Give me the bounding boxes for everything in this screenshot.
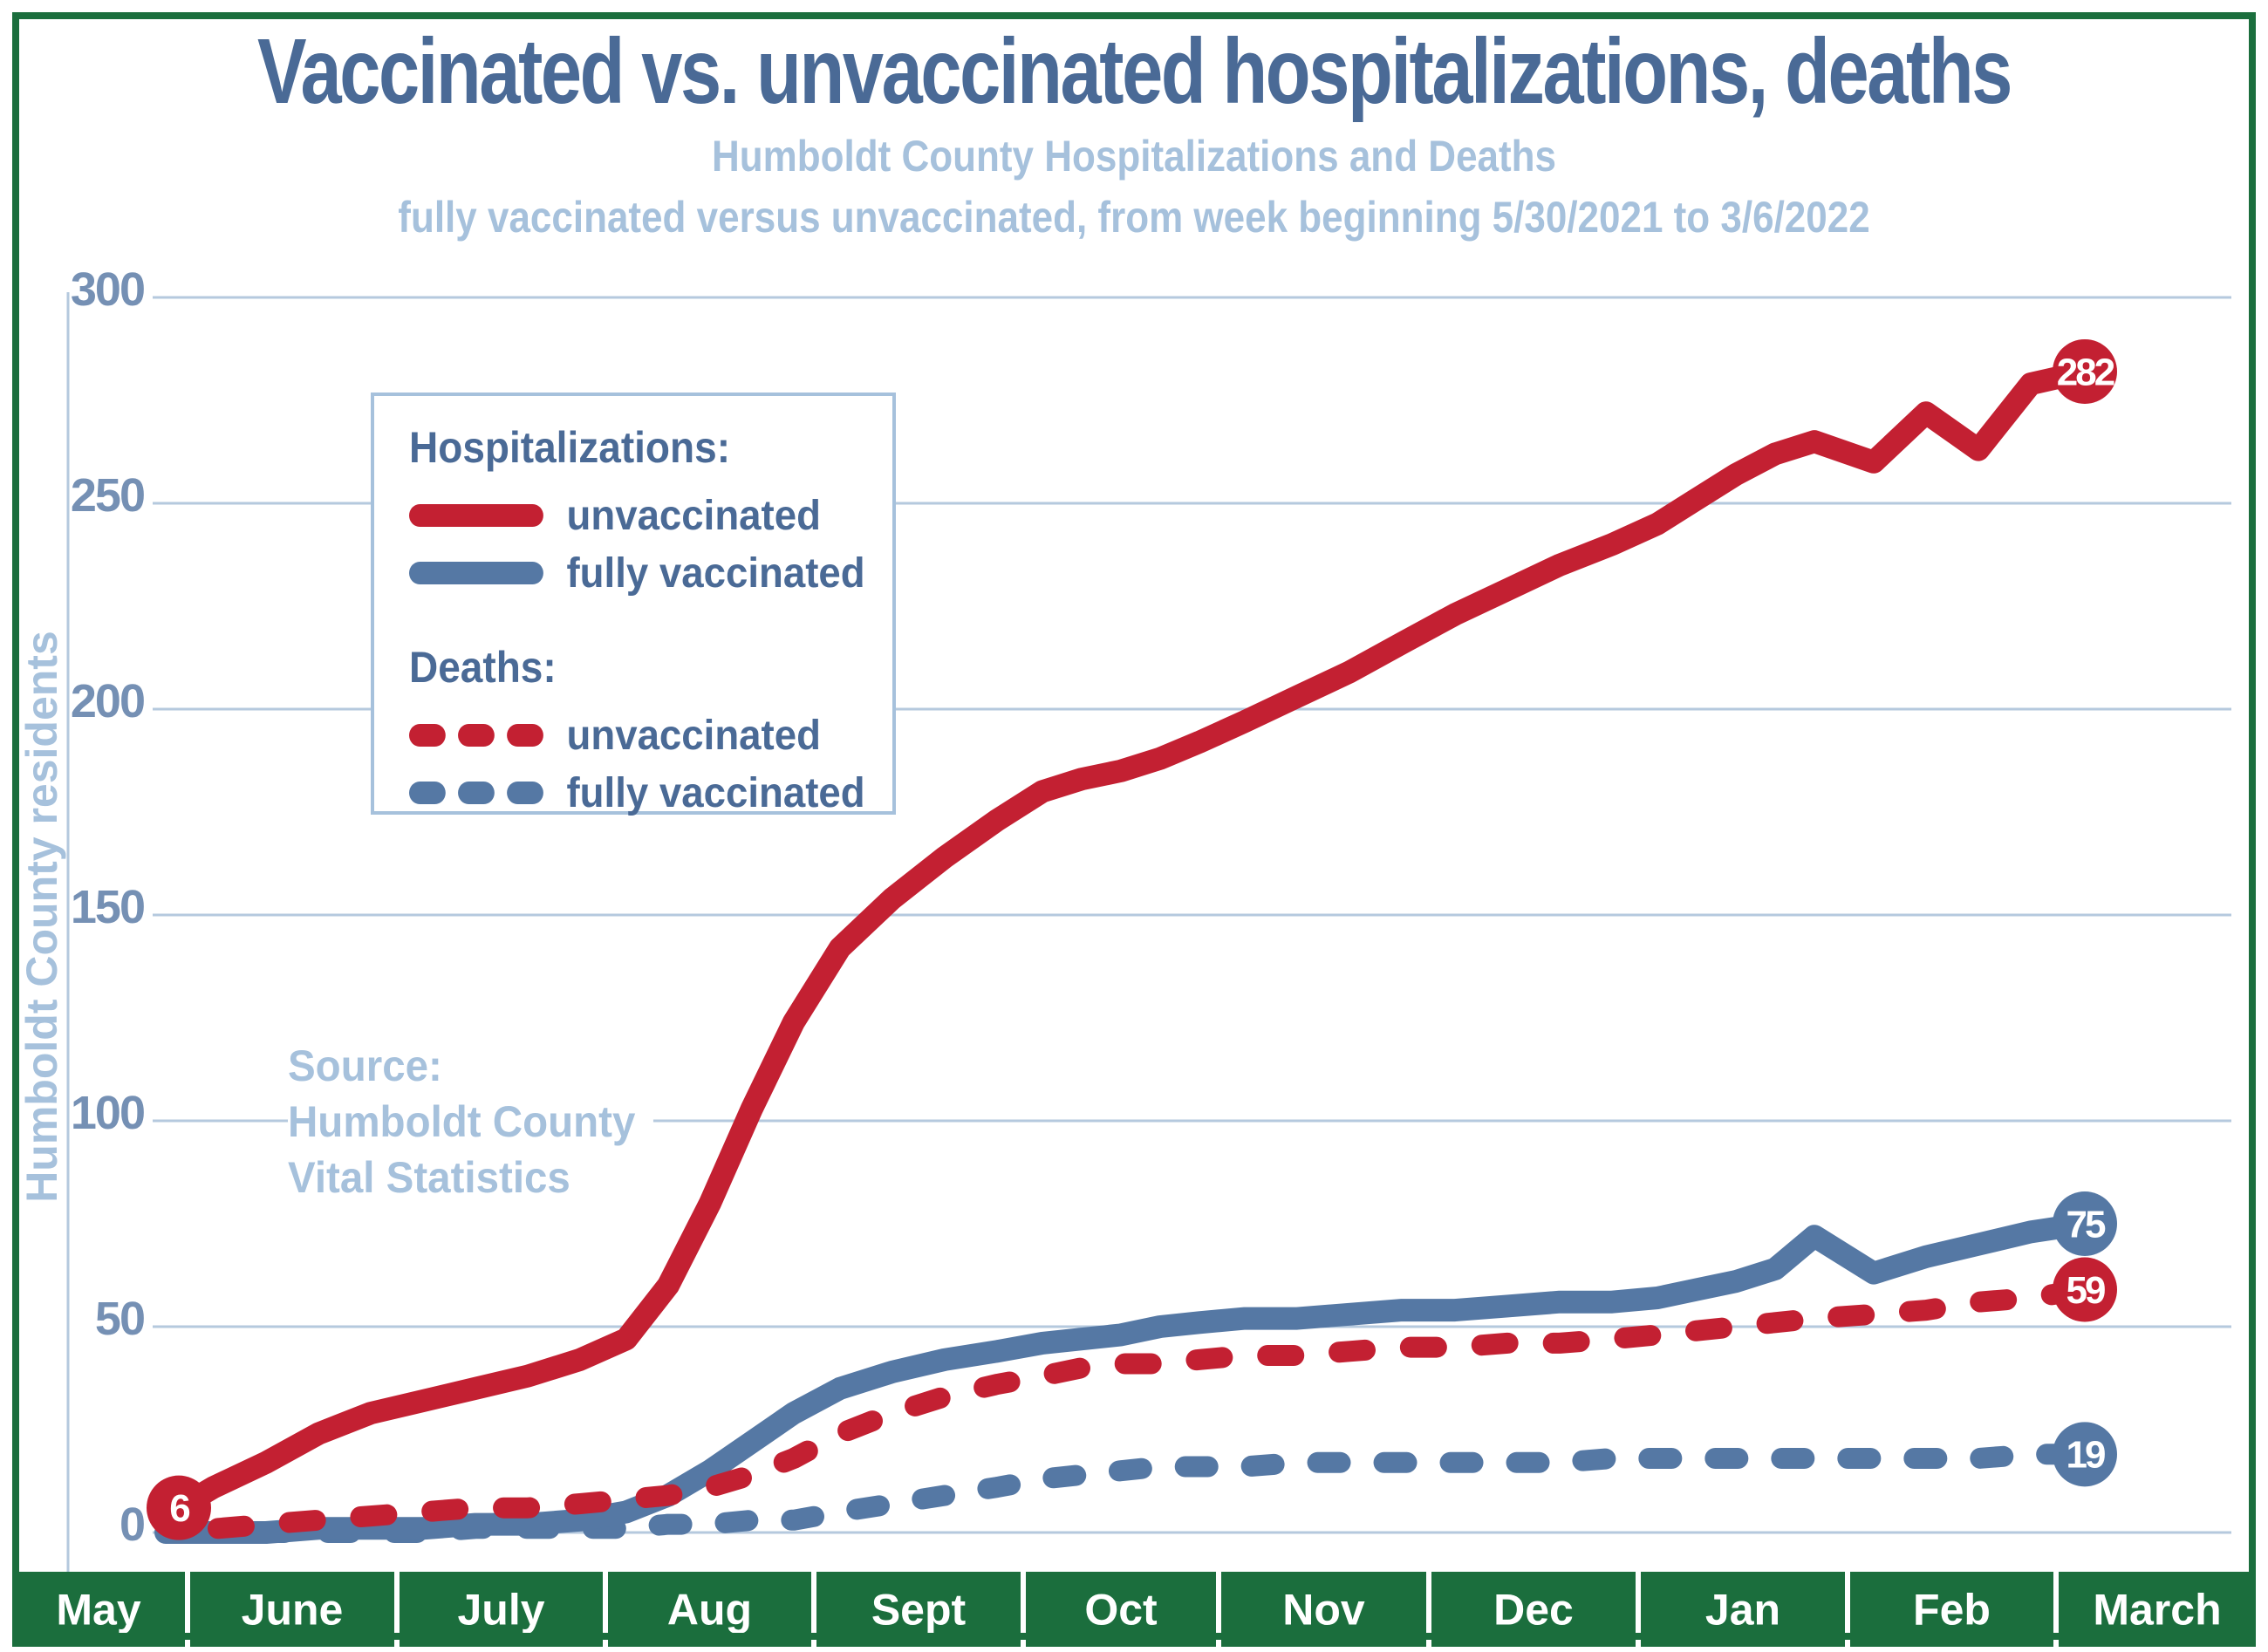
series-line-hospitalizations-fully-vaccinated: [154, 1212, 2096, 1544]
y-tick-label: 50: [95, 1293, 144, 1345]
legend-swatch-red-dashed-line: [409, 724, 543, 747]
legend-item-label: fully vaccinated: [566, 550, 865, 597]
page-title: Vaccinated vs. unvaccinated hospitalizat…: [256, 20, 2012, 123]
value-badge-label: 6: [169, 1487, 189, 1530]
value-badge-hospitalizations-fully-vaccinated: [2053, 1191, 2117, 1256]
month-label: Jan: [1705, 1586, 1780, 1635]
value-badge-label: 59: [2066, 1269, 2105, 1312]
legend-item-hosp-vaccinated: fully vaccinated: [409, 544, 868, 602]
source-line: Vital Statistics: [288, 1153, 570, 1202]
month-label: Aug: [667, 1586, 752, 1635]
value-badge-deaths-fully-vaccinated: [2053, 1422, 2117, 1487]
legend-item-deaths-vaccinated: fully vaccinated: [409, 764, 868, 822]
legend-box: Hospitalizations: unvaccinated fully vac…: [371, 393, 896, 816]
legend-item-hosp-unvaccinated: unvaccinated: [409, 487, 868, 544]
month-label: Oct: [1084, 1586, 1158, 1635]
month-label: June: [242, 1586, 344, 1635]
month-label: Nov: [1282, 1586, 1365, 1635]
value-badge-deaths-unvaccinated: [2053, 1257, 2117, 1322]
source-line: Humboldt County: [288, 1097, 636, 1146]
series-line-deaths-unvaccinated: [208, 1279, 2095, 1539]
chart-subtitle: Humboldt County Hospitalizations and Dea…: [711, 132, 1557, 181]
legend-swatch-red-solid-line: [409, 504, 543, 527]
chart-subtitle-range: fully vaccinated versus unvaccinated, fr…: [398, 193, 1870, 242]
month-label: Dec: [1493, 1586, 1574, 1635]
month-label: Sept: [871, 1586, 967, 1635]
source-note: Source: Humboldt County Vital Statistics: [288, 1034, 654, 1212]
y-tick-label: 250: [71, 469, 144, 522]
legend-header-hospitalizations: Hospitalizations:: [409, 423, 731, 472]
value-badge-label: 282: [2057, 351, 2114, 393]
y-tick-label: 300: [71, 263, 144, 316]
y-tick-label: 150: [71, 881, 144, 933]
month-label: March: [2093, 1586, 2221, 1635]
y-tick-label: 100: [71, 1087, 144, 1139]
legend-header-deaths: Deaths:: [409, 643, 557, 692]
series-line-hospitalizations-unvaccinated: [167, 360, 2096, 1519]
legend-item-label: unvaccinated: [566, 492, 821, 539]
legend-swatch-blue-solid-line: [409, 562, 543, 584]
month-label: May: [56, 1586, 140, 1635]
legend-swatch-blue-dashed-line: [409, 782, 543, 804]
month-label: July: [457, 1586, 544, 1635]
source-line: Source:: [288, 1041, 442, 1090]
y-axis-label: Humboldt County residents: [17, 631, 66, 1203]
value-badge-hospitalizations-unvaccinated: [2053, 338, 2117, 404]
value-badge-label: 19: [2066, 1434, 2105, 1477]
y-tick-label: 0: [120, 1498, 144, 1551]
month-label: Feb: [1913, 1586, 1991, 1635]
value-badge-hospitalizations-unvaccinated: [147, 1475, 211, 1540]
legend-item-deaths-unvaccinated: unvaccinated: [409, 707, 868, 764]
legend-item-label: unvaccinated: [566, 712, 821, 759]
value-badge-label: 75: [2066, 1203, 2106, 1246]
y-tick-label: 200: [71, 675, 144, 727]
legend-item-label: fully vaccinated: [566, 769, 865, 816]
